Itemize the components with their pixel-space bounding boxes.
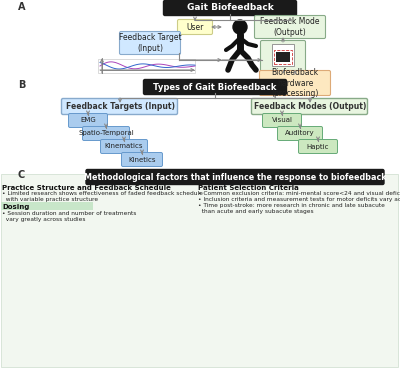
Text: than acute and early subacute stages: than acute and early subacute stages — [198, 209, 314, 214]
FancyBboxPatch shape — [98, 59, 195, 73]
Text: C: C — [18, 170, 25, 180]
Text: Feedback Target
(Input): Feedback Target (Input) — [119, 33, 181, 53]
FancyBboxPatch shape — [278, 127, 322, 141]
Text: A: A — [18, 2, 26, 12]
FancyBboxPatch shape — [260, 40, 306, 71]
FancyBboxPatch shape — [144, 79, 286, 95]
FancyBboxPatch shape — [276, 52, 290, 62]
FancyBboxPatch shape — [164, 0, 296, 15]
Text: Kinematics: Kinematics — [105, 144, 143, 149]
Text: Practice Structure and Feedback Schedule: Practice Structure and Feedback Schedule — [2, 185, 171, 191]
Text: Kinetics: Kinetics — [128, 156, 156, 163]
FancyBboxPatch shape — [252, 99, 368, 114]
Text: • Common exclusion criteria: mini-mental score<24 and visual deficits: • Common exclusion criteria: mini-mental… — [198, 191, 400, 196]
Text: EMG: EMG — [80, 117, 96, 124]
FancyBboxPatch shape — [62, 99, 178, 114]
Text: • Session duration and number of treatments: • Session duration and number of treatme… — [2, 211, 136, 216]
Text: User: User — [186, 22, 204, 32]
Text: Feedback Targets (Input): Feedback Targets (Input) — [66, 102, 174, 111]
Text: • Inclusion criteria and measurement tests for motor deficits vary across studie: • Inclusion criteria and measurement tes… — [198, 197, 400, 202]
FancyBboxPatch shape — [122, 152, 162, 166]
FancyBboxPatch shape — [82, 127, 130, 141]
Text: Types of Gait Biofeedback: Types of Gait Biofeedback — [153, 82, 277, 92]
Text: Gait Biofeedback: Gait Biofeedback — [187, 4, 273, 13]
Text: • Time post-stroke: more research in chronic and late subacute: • Time post-stroke: more research in chr… — [198, 203, 385, 208]
Text: Feedback Modes (Output): Feedback Modes (Output) — [254, 102, 366, 111]
Circle shape — [233, 20, 247, 34]
FancyBboxPatch shape — [100, 139, 148, 153]
FancyBboxPatch shape — [178, 20, 212, 35]
Text: Spatio-Temporal: Spatio-Temporal — [78, 131, 134, 137]
FancyBboxPatch shape — [298, 139, 338, 153]
FancyBboxPatch shape — [262, 113, 302, 127]
Text: B: B — [18, 80, 25, 90]
Text: Patient Selection Criteria: Patient Selection Criteria — [198, 185, 299, 191]
FancyBboxPatch shape — [68, 113, 108, 127]
Text: Dosing: Dosing — [2, 204, 29, 209]
FancyBboxPatch shape — [120, 32, 180, 54]
Text: Biofeedback
hardware
(processing): Biofeedback hardware (processing) — [271, 68, 319, 98]
FancyBboxPatch shape — [86, 170, 384, 184]
FancyBboxPatch shape — [260, 71, 330, 96]
Text: Auditory: Auditory — [285, 131, 315, 137]
FancyBboxPatch shape — [1, 174, 398, 367]
FancyBboxPatch shape — [254, 15, 326, 39]
Text: Methodological factors that influence the response to biofeedback: Methodological factors that influence th… — [84, 173, 386, 181]
Text: Visual: Visual — [272, 117, 292, 124]
FancyBboxPatch shape — [272, 44, 294, 66]
FancyBboxPatch shape — [1, 202, 93, 210]
Text: • Limited research shows effectiveness of faded feedback schedule: • Limited research shows effectiveness o… — [2, 191, 203, 196]
Text: vary greatly across studies: vary greatly across studies — [2, 217, 86, 222]
Text: Feedback Mode
(Output): Feedback Mode (Output) — [260, 17, 320, 37]
Text: with variable practice structure: with variable practice structure — [2, 197, 98, 202]
Text: Haptic: Haptic — [307, 144, 329, 149]
